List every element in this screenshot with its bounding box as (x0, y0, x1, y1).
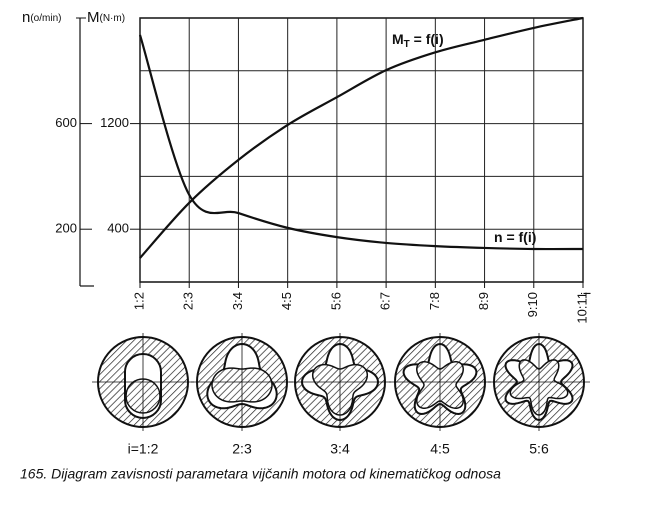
y2-axis-title: n(o/min) (22, 9, 61, 26)
cross-section-label: 4:5 (430, 441, 450, 457)
y-tick-label: 400 (107, 221, 129, 236)
y-axis-title-unit: (N·m) (100, 13, 126, 24)
x-tick-label: 7:8 (427, 292, 442, 310)
y-axis-title: M(N·m) (87, 9, 125, 26)
cross-section-label: 2:3 (232, 441, 252, 457)
series-label: MT = f(i) (392, 31, 444, 50)
x-axis-label: i (578, 292, 593, 295)
cross-section-label: i=1:2 (128, 441, 159, 457)
x-tick-label: 5:6 (328, 292, 343, 310)
y2-tick-label: 200 (55, 221, 77, 236)
cross-section (92, 333, 194, 431)
series-label-rest: = f(i) (410, 31, 444, 47)
series-label-sub: T (404, 39, 410, 50)
series-label: n = f(i) (494, 229, 536, 245)
x-tick-label: 6:7 (378, 292, 393, 310)
cross-section-label: 5:6 (529, 441, 549, 457)
cross-section-label: 3:4 (330, 441, 350, 457)
x-tick-label: 9:10 (525, 292, 540, 317)
cross-section (289, 333, 391, 431)
y2-axis-title-unit: (o/min) (30, 13, 61, 24)
cross-section (488, 333, 590, 431)
y-axis-title-symbol: M (87, 9, 100, 26)
cross-section (389, 333, 491, 431)
x-tick-label: 1:2 (131, 292, 146, 310)
x-tick-label: 2:3 (181, 292, 196, 310)
series-line (139, 16, 584, 259)
y2-tick-label: 600 (55, 115, 77, 130)
x-tick-label: 10:11 (574, 292, 589, 324)
caption: 165. Dijagram zavisnosti parametara vijč… (20, 466, 501, 482)
series-label-rest: = f(i) (503, 229, 537, 245)
series-label-main: M (392, 31, 404, 47)
series-line (138, 34, 584, 251)
y-tick-label: 1200 (100, 115, 129, 130)
series-label-main: n (494, 229, 503, 245)
x-tick-label: 8:9 (476, 292, 491, 310)
cross-section (191, 333, 293, 431)
y2-axis-title-symbol: n (22, 9, 30, 26)
x-tick-label: 4:5 (279, 292, 294, 310)
x-tick-label: 3:4 (230, 292, 245, 310)
